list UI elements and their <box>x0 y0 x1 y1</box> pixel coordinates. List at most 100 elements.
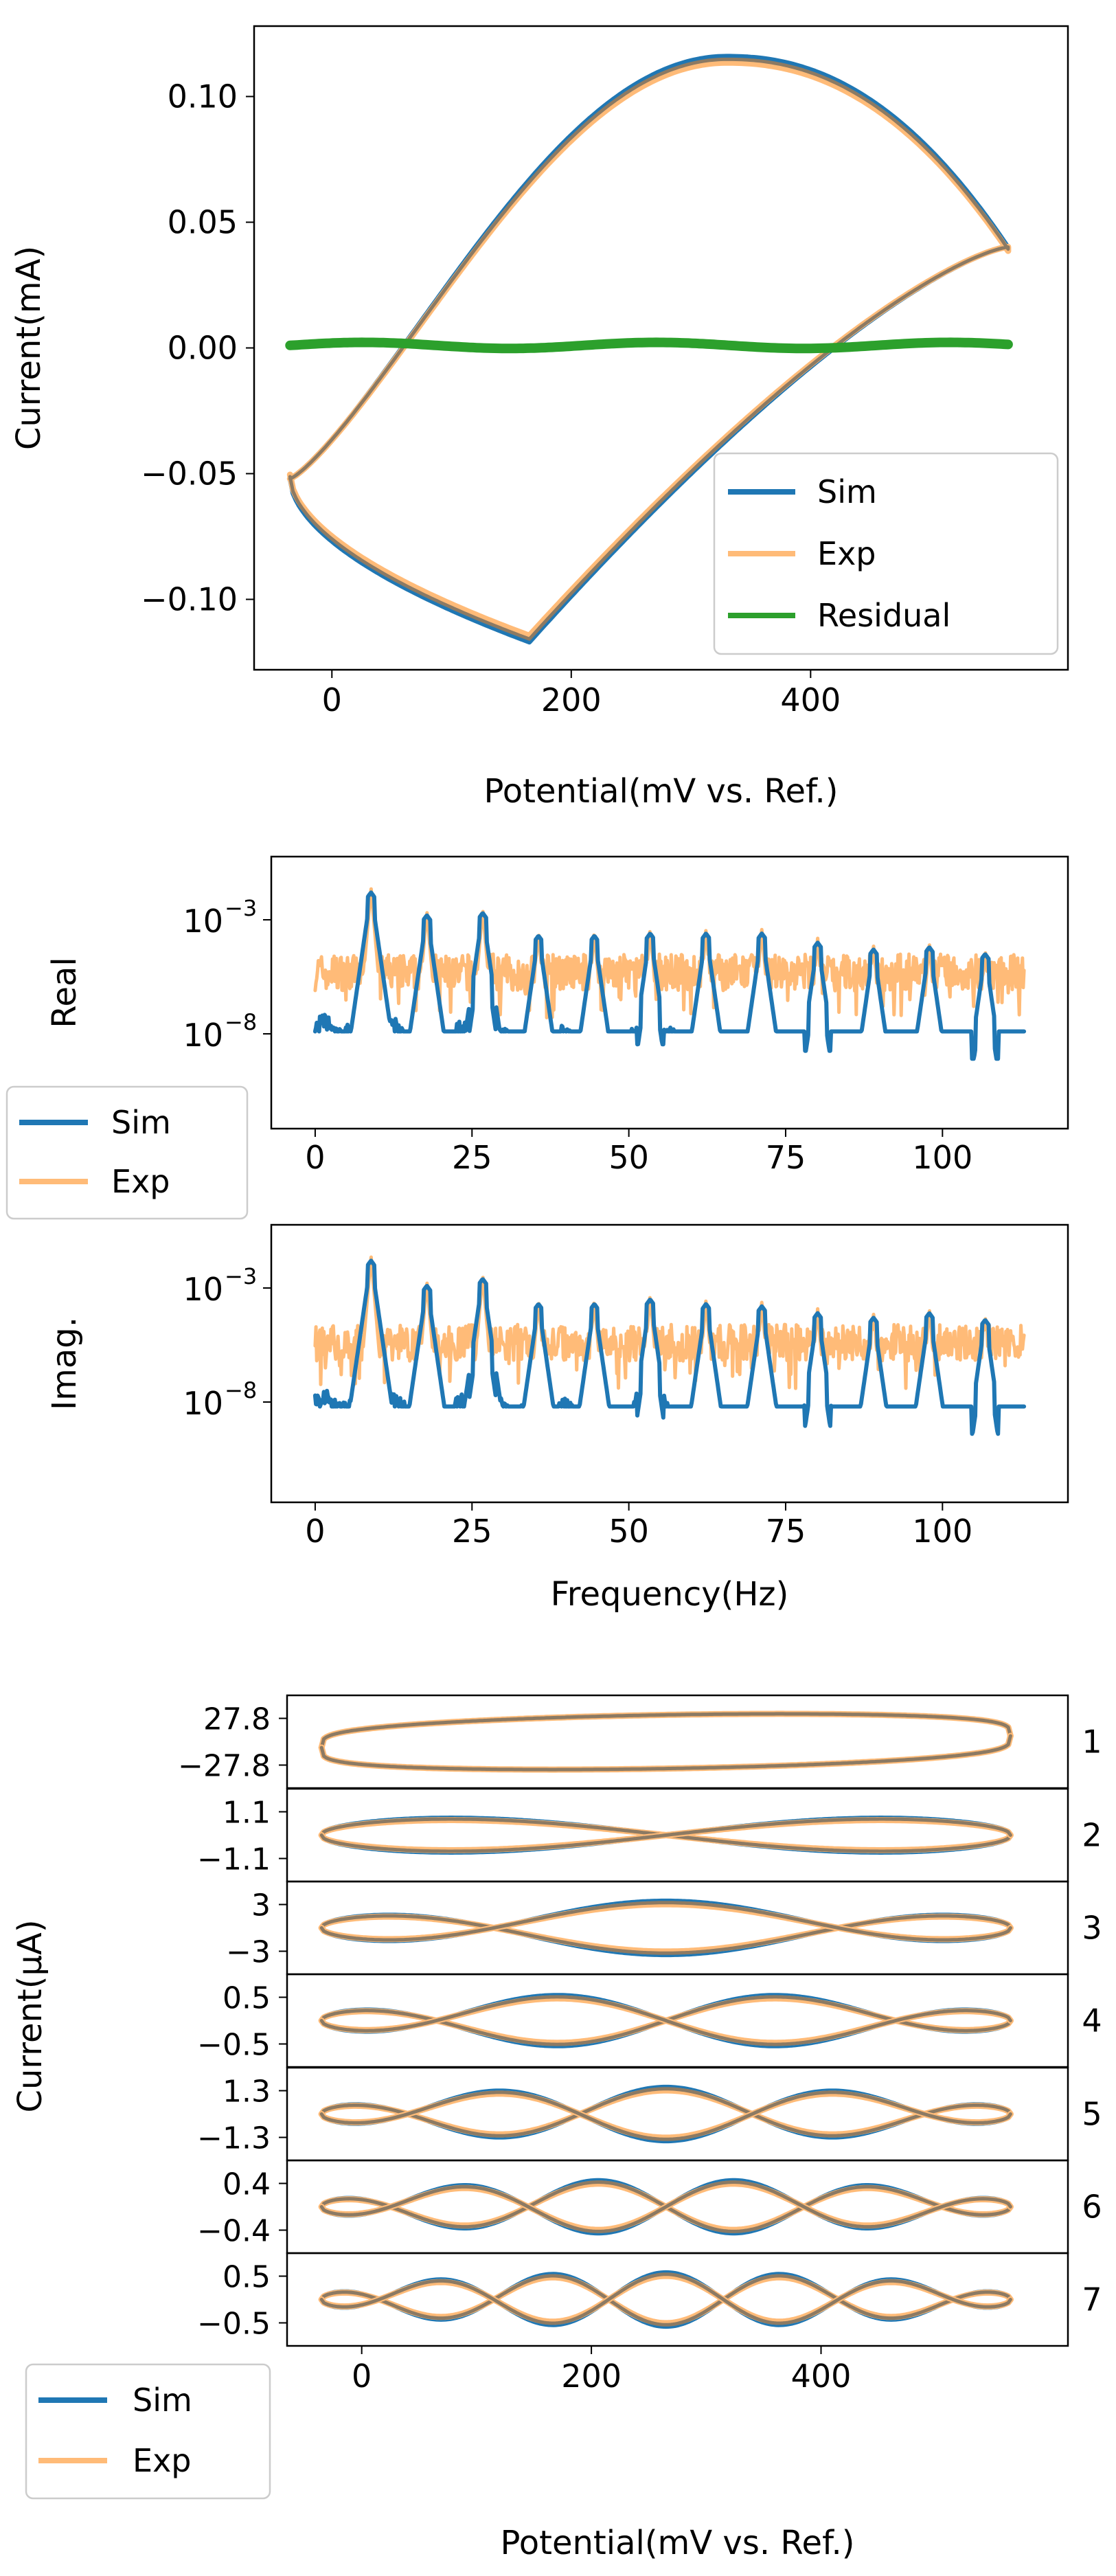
harmonic-2-y-tick-label: −1.1 <box>197 1842 271 1877</box>
harmonic-4-index-label: 4 <box>1082 2002 1102 2040</box>
imag-y-tick-base: 10 <box>183 1271 223 1308</box>
harmonic-3-y-tick-label: −3 <box>226 1935 271 1970</box>
real-series <box>312 887 1027 1061</box>
harmonic-3-overlap-line <box>319 1901 1012 1942</box>
real-x-tick-label: 0 <box>305 1139 325 1176</box>
harmonic-5-index-label: 5 <box>1082 2096 1102 2133</box>
harmonic-x-axis-label: Potential(mV vs. Ref.) <box>501 2524 855 2562</box>
cv-x-tick-label: 400 <box>780 681 841 719</box>
harmonic-5-sim-line <box>319 2084 1013 2140</box>
cv-y-axis-label: Current(mA) <box>10 246 48 450</box>
harmonic-x-tick-label: 0 <box>352 2358 372 2395</box>
harmonic-1-overlap-line <box>319 1712 1012 1750</box>
harmonic-4-frame <box>286 1973 1069 2068</box>
harmonic-5-exp-line <box>318 2090 1014 2141</box>
harmonic-3-exp-line <box>318 1913 1014 1955</box>
harmonic-5-series <box>318 2084 1014 2144</box>
harmonic-5-sim-line <box>319 2088 1013 2144</box>
spectra-legend-label-exp: Exp <box>111 1163 170 1200</box>
harmonic-7-index-label: 7 <box>1082 2281 1102 2318</box>
harmonic-6-y-tick-label: −0.4 <box>197 2214 271 2249</box>
spectra-legend-label-sim: Sim <box>111 1104 171 1141</box>
harmonic-7-overlap-line <box>319 2272 1012 2325</box>
real-sim-line <box>312 890 1027 1061</box>
harmonic-7-frame <box>286 2252 1069 2347</box>
harmonic-3-exp-line <box>318 1901 1014 1943</box>
harmonic-6-series <box>318 2178 1014 2236</box>
harmonic-7-y-tick-label: −0.5 <box>197 2307 271 2342</box>
cv-legend-label-exp: Exp <box>817 535 876 572</box>
cv-y-tick-label: −0.10 <box>141 581 238 618</box>
cv-legend <box>713 452 1059 655</box>
cv-legend-label-residual: Residual <box>817 597 950 634</box>
harmonic-legend-label-exp: Exp <box>133 2442 192 2479</box>
harmonic-2-series <box>318 1816 1014 1855</box>
imag-series <box>312 1255 1027 1436</box>
imag-y-tick-base: 10 <box>183 1385 223 1422</box>
cv-y-tick-label: −0.05 <box>141 455 238 493</box>
harmonic-1-overlap-line <box>319 1734 1012 1772</box>
harmonic-1-y-tick-label: 27.8 <box>203 1702 271 1737</box>
imag-x-axis-label: Frequency(Hz) <box>551 1575 789 1614</box>
real-exp-line <box>313 887 1026 1019</box>
real-y-tick-exponent: −3 <box>225 895 257 921</box>
harmonic-5-y-tick-label: −1.3 <box>197 2121 271 2156</box>
imag-x-tick-label: 75 <box>766 1513 806 1550</box>
imag-y-axis-label: Imag. <box>45 1317 84 1410</box>
harmonic-2-y-tick-label: 1.1 <box>223 1796 271 1831</box>
real-y-axis-label: Real <box>45 957 84 1028</box>
imag-y-tick-exponent: −8 <box>225 1377 257 1403</box>
harmonic-1-exp-line <box>318 1710 1014 1751</box>
harmonic-6-index-label: 6 <box>1082 2189 1102 2226</box>
harmonic-1-frame <box>286 1694 1069 1789</box>
harmonic-1-series <box>318 1710 1014 1773</box>
harmonic-4-series <box>318 1993 1014 2048</box>
harmonic-3-frame <box>286 1880 1069 1976</box>
harmonic-3-y-tick-label: 3 <box>251 1888 271 1923</box>
real-x-tick-label: 100 <box>912 1139 972 1176</box>
cv-y-tick-label: 0.10 <box>168 78 238 115</box>
harmonic-7-y-tick-label: 0.5 <box>223 2260 271 2295</box>
harmonic-6-y-tick-label: 0.4 <box>223 2167 271 2202</box>
imag-y-tick-exponent: −3 <box>225 1263 257 1289</box>
harmonic-y-axis-label: Current(μA) <box>11 1919 49 2112</box>
real-x-tick-label: 50 <box>608 1139 649 1176</box>
real-plot-frame <box>270 855 1069 1130</box>
cv-overlap-line <box>288 57 1010 641</box>
harmonic-4-y-tick-label: 0.5 <box>223 1981 271 2016</box>
harmonic-1-exp-line <box>318 1732 1014 1773</box>
harmonic-5-exp-line <box>318 2087 1014 2138</box>
harmonic-3-index-label: 3 <box>1082 1910 1102 1947</box>
cv-y-tick-label: 0.05 <box>168 203 238 240</box>
harmonic-6-overlap-line <box>319 2180 1012 2233</box>
cv-x-tick-label: 200 <box>541 681 602 719</box>
real-x-tick-label: 25 <box>452 1139 492 1176</box>
real-y-tick-base: 10 <box>183 1017 223 1054</box>
harmonic-2-overlap-line <box>319 1817 1012 1853</box>
imag-x-tick-label: 50 <box>608 1513 649 1550</box>
real-x-tick-label: 75 <box>766 1139 806 1176</box>
imag-sim-line <box>312 1258 1027 1436</box>
harmonic-1-sim-line <box>319 1733 1013 1772</box>
cv-residual-line <box>285 337 1013 354</box>
harmonic-7-overlap-line <box>319 2274 1012 2327</box>
imag-x-tick-label: 0 <box>305 1513 325 1550</box>
harmonic-4-y-tick-label: −0.5 <box>197 2028 271 2063</box>
imag-plot-frame <box>270 1223 1069 1504</box>
cv-y-tick-label: 0.00 <box>168 330 238 367</box>
harmonic-x-tick-label: 200 <box>561 2358 622 2395</box>
harmonic-legend-label-sim: Sim <box>133 2382 192 2419</box>
harmonic-7-series <box>318 2270 1014 2329</box>
harmonic-3-overlap-line <box>319 1914 1012 1955</box>
harmonic-5-overlap-line <box>319 2090 1012 2141</box>
harmonic-1-sim-line <box>319 1711 1013 1750</box>
harmonic-3-series <box>318 1898 1014 1958</box>
harmonic-5-overlap-line <box>319 2087 1012 2138</box>
harmonic-x-tick-label: 400 <box>791 2358 852 2395</box>
imag-x-tick-label: 100 <box>912 1513 972 1550</box>
real-y-tick-exponent: −8 <box>225 1009 257 1035</box>
imag-x-tick-label: 25 <box>452 1513 492 1550</box>
harmonic-5-y-tick-label: 1.3 <box>223 2075 271 2110</box>
real-y-tick-base: 10 <box>183 903 223 940</box>
